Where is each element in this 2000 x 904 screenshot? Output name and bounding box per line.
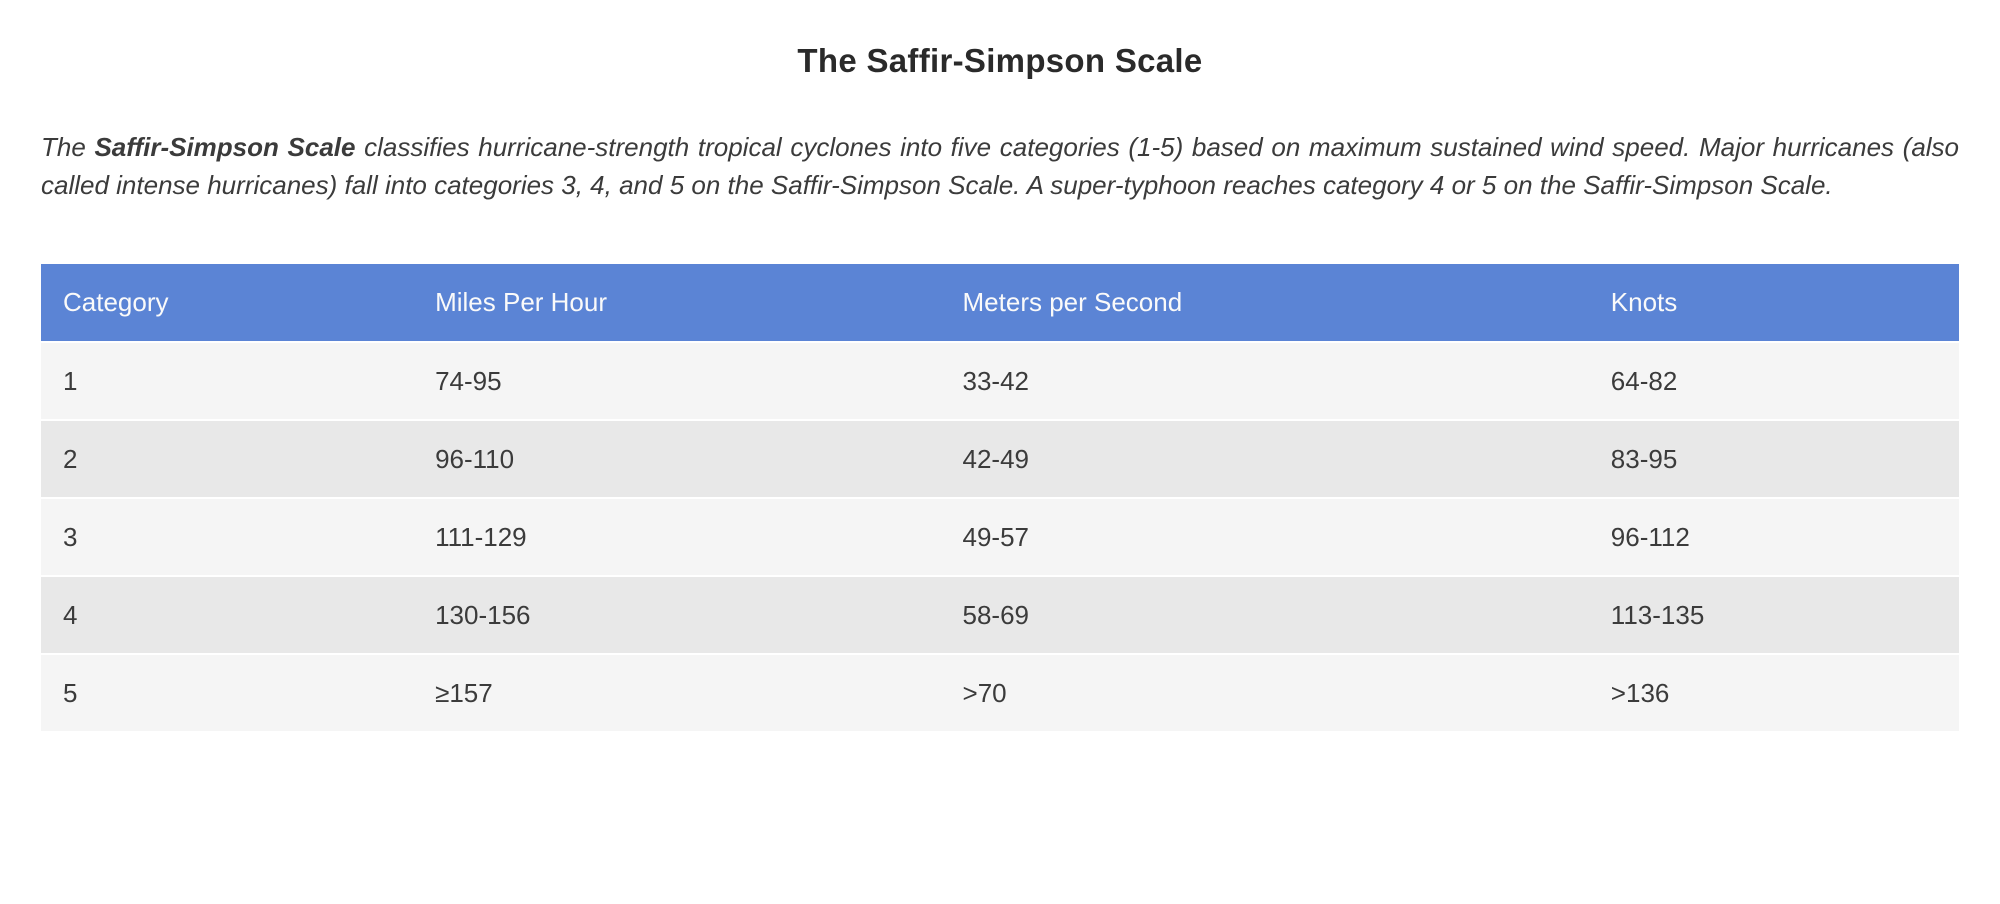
column-header-miles-per-hour: Miles Per Hour <box>413 264 941 343</box>
cell-miles-per-hour: ≥157 <box>413 654 941 733</box>
cell-miles-per-hour: 96-110 <box>413 420 941 499</box>
cell-knots: >136 <box>1588 654 1959 733</box>
table-row: 2 96-110 42-49 83-95 <box>41 420 1959 499</box>
intro-text-body: classifies hurricane-strength tropical c… <box>41 132 1960 200</box>
cell-knots: 64-82 <box>1588 342 1959 421</box>
cell-category: 4 <box>41 576 414 655</box>
intro-text-bold: Saffir-Simpson Scale <box>94 132 356 162</box>
table-row: 1 74-95 33-42 64-82 <box>41 342 1959 421</box>
intro-paragraph: The Saffir-Simpson Scale classifies hurr… <box>41 128 1959 204</box>
cell-knots: 83-95 <box>1588 420 1959 499</box>
cell-category: 5 <box>41 654 414 733</box>
cell-meters-per-second: >70 <box>940 654 1589 733</box>
cell-miles-per-hour: 74-95 <box>413 342 941 421</box>
cell-category: 1 <box>41 342 414 421</box>
cell-meters-per-second: 42-49 <box>940 420 1589 499</box>
intro-text-lead: The <box>41 132 95 162</box>
page-container: The Saffir-Simpson Scale The Saffir-Simp… <box>0 44 2000 733</box>
saffir-simpson-table: Category Miles Per Hour Meters per Secon… <box>41 264 1959 733</box>
table-row: 5 ≥157 >70 >136 <box>41 654 1959 733</box>
cell-meters-per-second: 58-69 <box>940 576 1589 655</box>
cell-category: 2 <box>41 420 414 499</box>
cell-knots: 113-135 <box>1588 576 1959 655</box>
cell-miles-per-hour: 130-156 <box>413 576 941 655</box>
column-header-knots: Knots <box>1588 264 1959 343</box>
table-row: 4 130-156 58-69 113-135 <box>41 576 1959 655</box>
cell-meters-per-second: 33-42 <box>940 342 1589 421</box>
column-header-category: Category <box>41 264 414 343</box>
column-header-meters-per-second: Meters per Second <box>940 264 1589 343</box>
table-row: 3 111-129 49-57 96-112 <box>41 498 1959 577</box>
page-title: The Saffir-Simpson Scale <box>797 42 1203 79</box>
cell-meters-per-second: 49-57 <box>940 498 1589 577</box>
table-header-row: Category Miles Per Hour Meters per Secon… <box>41 264 1959 343</box>
cell-category: 3 <box>41 498 414 577</box>
cell-miles-per-hour: 111-129 <box>413 498 941 577</box>
cell-knots: 96-112 <box>1588 498 1959 577</box>
